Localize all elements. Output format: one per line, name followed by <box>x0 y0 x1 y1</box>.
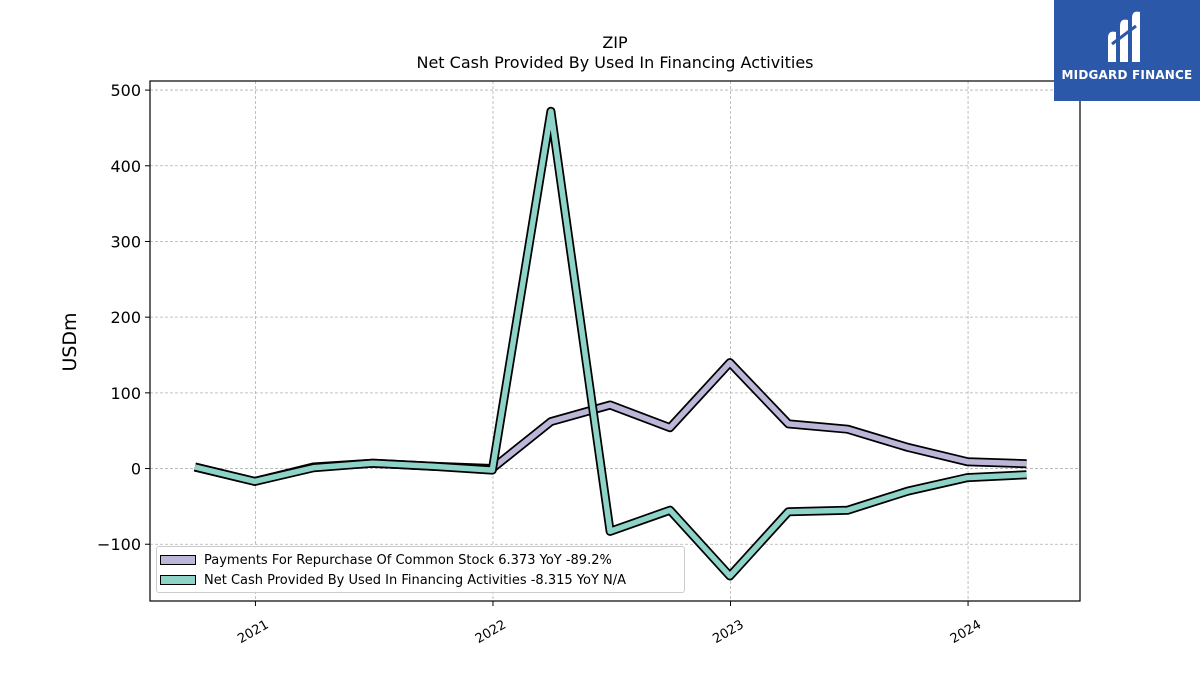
y-tick-label: 100 <box>110 384 141 403</box>
x-tick-label: 2021 <box>235 617 271 647</box>
plot-frame <box>149 80 1081 602</box>
legend-label-financing: Net Cash Provided By Used In Financing A… <box>204 572 627 588</box>
legend-item-financing: Net Cash Provided By Used In Financing A… <box>160 571 626 589</box>
logo-mark-icon <box>1108 11 1140 63</box>
legend: Payments For Repurchase Of Common Stock … <box>156 546 685 593</box>
y-tick-label: 500 <box>110 81 141 100</box>
y-tick-label: 200 <box>110 308 141 327</box>
y-ticks: −100 0 100 200 300 400 500 <box>97 81 150 554</box>
y-tick-label: −100 <box>97 535 141 554</box>
grid <box>150 81 1080 601</box>
series-layer <box>193 106 1027 581</box>
legend-swatch-repurchase <box>160 555 196 565</box>
legend-label-repurchase: Payments For Repurchase Of Common Stock … <box>204 552 612 568</box>
legend-swatch-financing <box>160 575 196 585</box>
legend-item-repurchase: Payments For Repurchase Of Common Stock … <box>160 551 612 569</box>
x-ticks: 2021 2022 2023 2024 <box>235 601 984 647</box>
chart-title: ZIP <box>602 33 628 52</box>
chart-subtitle: Net Cash Provided By Used In Financing A… <box>416 53 813 72</box>
y-tick-label: 300 <box>110 232 141 251</box>
x-tick-label: 2022 <box>473 617 509 647</box>
series-stroke <box>194 108 1027 579</box>
series-outline <box>193 106 1027 581</box>
brand-logo: MIDGARD FINANCE <box>1054 0 1200 101</box>
y-tick-label: 400 <box>110 157 141 176</box>
logo-text: MIDGARD FINANCE <box>1061 68 1193 82</box>
x-tick-label: 2023 <box>710 617 746 647</box>
series-line-1 <box>193 106 1027 581</box>
y-tick-label: 0 <box>131 460 141 479</box>
x-tick-label: 2024 <box>948 617 984 647</box>
y-axis-label: USDm <box>59 312 81 371</box>
